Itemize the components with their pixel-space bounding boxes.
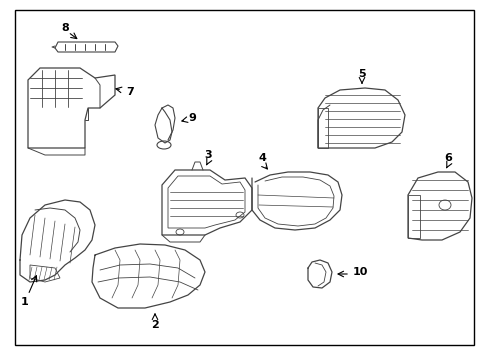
- Text: 2: 2: [151, 320, 159, 330]
- Text: 10: 10: [351, 267, 367, 277]
- Text: 6: 6: [443, 153, 451, 163]
- Text: 3: 3: [204, 150, 211, 160]
- Text: 5: 5: [357, 69, 365, 79]
- Text: 8: 8: [61, 23, 69, 33]
- Text: 4: 4: [258, 153, 265, 163]
- Text: 1: 1: [21, 297, 29, 307]
- Text: 7: 7: [126, 87, 134, 97]
- Text: 9: 9: [188, 113, 196, 123]
